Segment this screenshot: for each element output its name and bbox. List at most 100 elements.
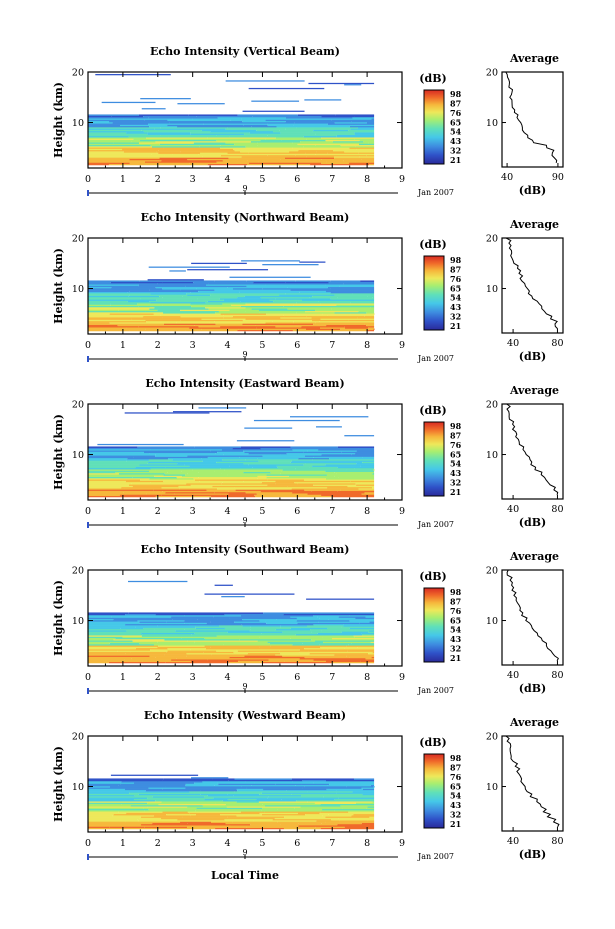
heatmap-cell: [257, 457, 299, 460]
average-y-tick-label: 20: [486, 400, 498, 411]
heatmap-cell: [202, 460, 259, 462]
heatmap-cell: [292, 448, 319, 451]
heatmap-cell: [155, 455, 188, 457]
heatmap-cell: [88, 647, 136, 650]
heatmap-cell: [139, 642, 195, 645]
heatmap-cell: [177, 103, 225, 105]
heatmap-cell: [352, 116, 375, 119]
heatmap-cell: [316, 820, 340, 822]
heatmap-cell: [362, 793, 375, 796]
average-x-axis-label: (dB): [519, 184, 546, 197]
heatmap-cell: [88, 305, 139, 308]
heatmap-cell: [134, 794, 208, 797]
heatmap-cell: [88, 638, 114, 641]
heatmap-cell: [88, 291, 128, 294]
heatmap-cell: [281, 282, 344, 285]
heatmap-cell: [327, 784, 371, 787]
average-x-tick-label: 80: [551, 670, 563, 681]
heatmap-cell: [194, 479, 268, 481]
heatmap-cell: [163, 480, 200, 483]
heatmap-cell: [319, 812, 375, 815]
heatmap-cell: [159, 143, 235, 146]
heatmap-cell: [336, 472, 373, 475]
heatmap-cell: [135, 281, 163, 284]
heatmap-cell: [279, 129, 314, 132]
heatmap-cell: [292, 491, 365, 494]
heatmap-cell: [88, 318, 132, 320]
x-tick-label: 2: [155, 174, 161, 185]
heatmap-cell: [266, 313, 323, 315]
heatmap-cell: [331, 818, 375, 821]
panel-title: Echo Intensity (Northward Beam): [141, 211, 350, 224]
heatmap-cell: [130, 651, 167, 654]
heatmap-cell: [88, 820, 139, 822]
heatmap-cell: [331, 495, 375, 498]
heatmap-cell: [297, 812, 320, 815]
x-tick-label: 1: [120, 838, 126, 849]
heatmap-cell: [88, 154, 165, 157]
heatmap-cell: [214, 280, 247, 283]
heatmap-cell: [194, 642, 270, 645]
heatmap-cell: [172, 153, 199, 156]
heatmap-cell: [215, 802, 286, 805]
heatmap-cell: [220, 122, 270, 124]
heatmap-cell: [338, 476, 375, 479]
heatmap-cell: [346, 786, 374, 788]
heatmap-cell: [131, 318, 202, 320]
heatmap-cell: [177, 818, 225, 821]
heatmap-cell: [336, 134, 375, 137]
heatmap-cell: [300, 806, 368, 808]
heatmap-cell: [88, 149, 159, 152]
colorbar-unit: (dB): [419, 72, 446, 85]
heatmap-cell: [126, 132, 148, 134]
heatmap-cell: [117, 324, 195, 327]
heatmap-cell: [353, 813, 375, 816]
heatmap-cell: [332, 305, 375, 308]
heatmap-cell: [337, 446, 373, 449]
heatmap-cell: [313, 659, 375, 661]
heatmap-cell: [149, 655, 187, 657]
heatmap-cell: [291, 488, 359, 490]
heatmap-cell: [162, 296, 238, 299]
heatmap-cell: [321, 630, 369, 632]
average-x-tick-label: 40: [507, 670, 519, 681]
heatmap-cell: [315, 322, 375, 324]
heatmap-cell: [296, 127, 358, 129]
heatmap-cell: [248, 162, 322, 165]
heatmap-cell: [88, 779, 163, 782]
heatmap-cell: [334, 798, 375, 801]
heatmap-cell: [88, 322, 110, 324]
heatmap-cell: [262, 264, 319, 266]
heatmap-cell: [125, 652, 187, 655]
heatmap-cell: [362, 633, 375, 636]
heatmap-cell: [88, 784, 119, 787]
heatmap-cell: [355, 617, 375, 620]
date-label: Jan 2007: [417, 686, 454, 695]
heatmap-cell: [364, 323, 375, 325]
x-tick-label: 5: [259, 672, 265, 683]
heatmap-cell: [156, 151, 181, 153]
heatmap-cell: [229, 135, 304, 138]
heatmap-cell: [268, 659, 314, 661]
heatmap-cell: [349, 162, 375, 165]
heatmap-cell: [359, 156, 375, 158]
heatmap-cell: [321, 612, 375, 615]
colorbar-tick-label: 65: [450, 283, 461, 293]
heatmap-cell: [88, 786, 110, 788]
heatmap-cell: [215, 452, 249, 455]
heatmap-cell: [249, 132, 281, 134]
heatmap-cell: [132, 485, 179, 488]
heatmap-cell: [283, 613, 326, 616]
heatmap-cell: [88, 462, 148, 465]
heatmap-cell: [250, 140, 301, 143]
heatmap-cell: [88, 794, 135, 797]
heatmap-cell: [280, 652, 310, 655]
heatmap-cell: [296, 617, 320, 620]
colorbar-tick-label: 98: [450, 89, 462, 99]
heatmap-cell: [294, 481, 362, 484]
heatmap-cell: [139, 621, 167, 623]
heatmap-cell: [119, 494, 162, 497]
heatmap-cell: [244, 655, 283, 657]
heatmap-cell: [88, 807, 144, 810]
heatmap-cell: [372, 801, 375, 803]
